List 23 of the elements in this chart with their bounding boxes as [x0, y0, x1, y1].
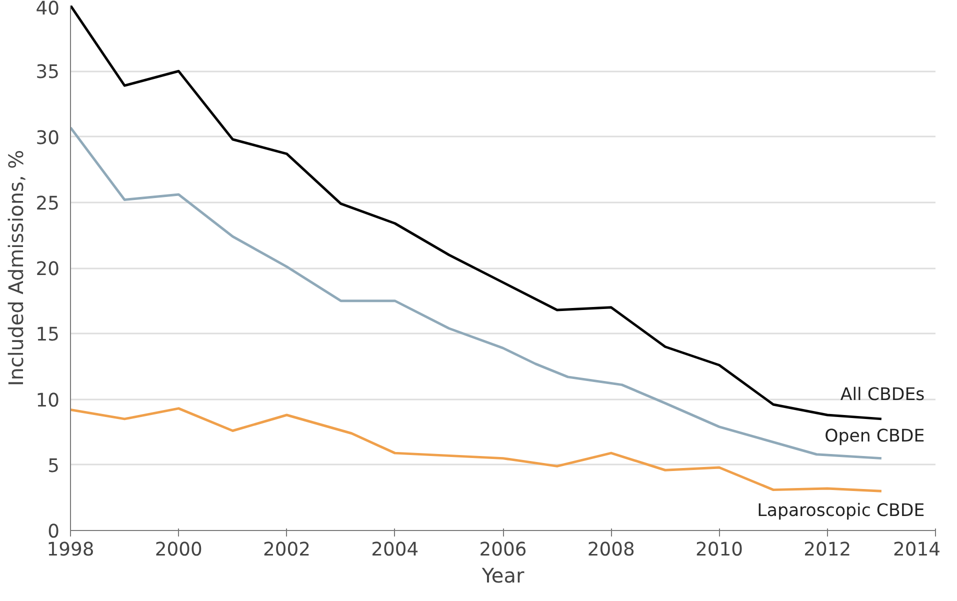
y-tick-label: 20 [36, 259, 60, 280]
y-tick-label: 35 [36, 62, 60, 84]
series-label: All CBDEs [840, 384, 925, 405]
x-tick-label: 2008 [587, 540, 635, 560]
y-tick-label: 10 [36, 390, 60, 412]
y-tick-label: 0 [48, 522, 60, 542]
series-label: Open CBDE [824, 426, 925, 446]
y-tick-label: 30 [36, 128, 60, 149]
x-tick-label: 2010 [696, 540, 743, 560]
x-tick-label: 2006 [479, 540, 527, 560]
x-tick-label: 2014 [893, 540, 941, 560]
series-label: Laparoscopic CBDE [757, 501, 925, 522]
x-tick-label: 2000 [154, 540, 202, 560]
y-axis-title: Included Admissions, % [4, 150, 28, 386]
y-tick-label: 15 [36, 324, 60, 346]
x-tick-label: 2012 [804, 540, 852, 560]
y-tick-label: 5 [48, 456, 60, 477]
x-tick-label: 2004 [371, 540, 419, 560]
y-tick-label: 25 [36, 193, 60, 214]
y-tick-label: 40 [36, 0, 60, 20]
x-tick-label: 1998 [46, 540, 94, 560]
x-tick-label: 2002 [263, 540, 310, 560]
x-axis-title: Year [480, 564, 525, 588]
